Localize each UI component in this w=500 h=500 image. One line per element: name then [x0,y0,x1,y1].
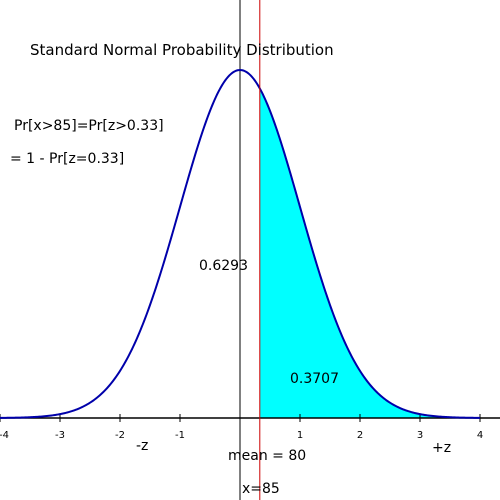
pos-z-label: +z [432,440,451,456]
x-axis-ticks: -4 -3 -2 -1 1 2 3 4 [0,414,483,441]
left-area-label: 0.6293 [199,258,248,274]
x-tick-label: -1 [175,430,185,441]
x-tick-label: -3 [55,430,65,441]
density-curve [0,68,481,419]
x-tick-label: 4 [477,430,483,441]
shaded-tail-area [259,88,480,418]
complement-statement: = 1 - Pr[z=0.33] [10,151,124,167]
right-area-label: 0.3707 [290,371,339,387]
x-tick-label: -4 [0,430,9,441]
chart-title: Standard Normal Probability Distribution [30,41,334,59]
x-value-label: x=85 [242,481,280,497]
neg-z-label: -z [136,438,148,454]
mean-label: mean = 80 [228,448,306,464]
x-tick-label: 3 [417,430,423,441]
x-tick-label: -2 [115,430,125,441]
x-tick-label: 2 [357,430,363,441]
probability-statement: Pr[x>85]=Pr[z>0.33] [14,118,164,134]
x-tick-label: 1 [297,430,303,441]
